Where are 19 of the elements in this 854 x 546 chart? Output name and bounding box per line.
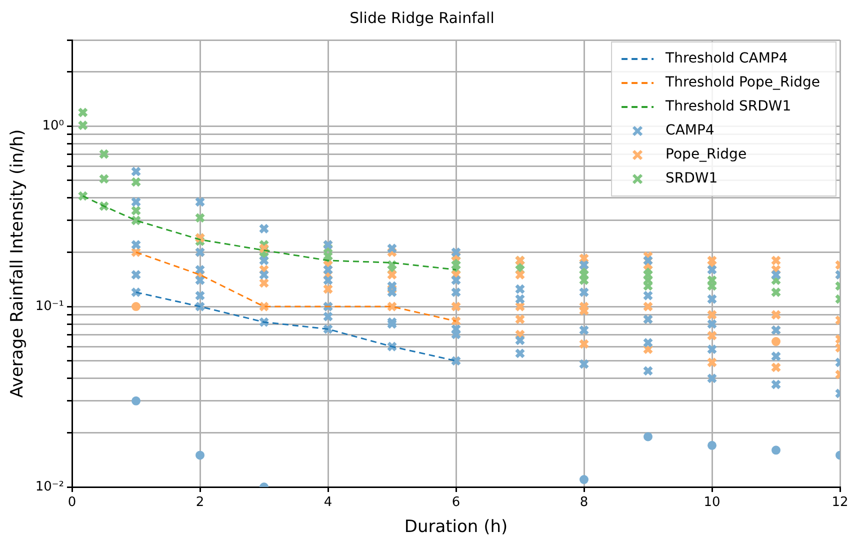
legend-label: Threshold Pope_Ridge <box>664 74 820 91</box>
y-tick-label: 10⁰ <box>42 118 64 134</box>
x-axis-title: Duration (h) <box>404 517 508 538</box>
legend-label: CAMP4 <box>666 122 714 139</box>
x-tick-label: 10 <box>704 495 720 510</box>
chart-title: Slide Ridge Rainfall <box>350 8 494 27</box>
legend-label: Threshold CAMP4 <box>664 50 788 67</box>
y-axis-title: Average Rainfall Intensity (in/h) <box>8 129 28 398</box>
legend-label: SRDW1 <box>666 170 718 187</box>
x-tick-label: 12 <box>832 495 848 510</box>
y-tick-label: 10⁻² <box>35 479 64 494</box>
x-tick-label: 2 <box>196 495 204 510</box>
x-tick-label: 4 <box>324 495 332 510</box>
x-tick-label: 8 <box>580 495 588 510</box>
x-tick-label: 0 <box>68 495 76 510</box>
legend-label: Threshold SRDW1 <box>664 98 792 115</box>
x-tick-label: 6 <box>452 495 460 510</box>
y-tick-label: 10⁻¹ <box>35 298 64 314</box>
legend-label: Pope_Ridge <box>666 146 747 163</box>
